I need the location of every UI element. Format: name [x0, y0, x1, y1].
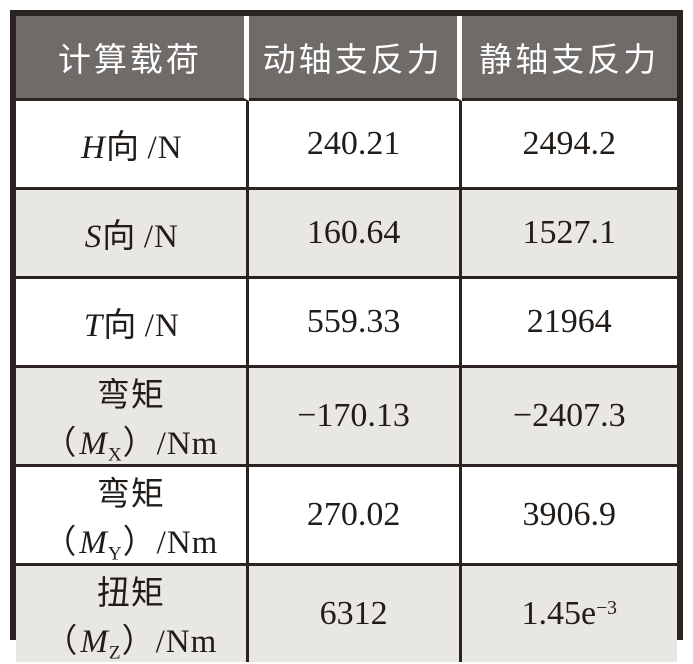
- table-header-row: 计算载荷 动轴支反力 静轴支反力: [16, 16, 677, 101]
- static-value-cell: −2407.3: [461, 368, 677, 467]
- dynamic-value-cell: 270.02: [248, 467, 462, 566]
- load-label-cell: 弯矩（MY）/Nm: [16, 467, 249, 566]
- header-cell-static-bearing-reaction: 静轴支反力: [461, 16, 677, 101]
- load-label-cell: T向 /N: [16, 279, 249, 368]
- static-value-cell: 1527.1: [461, 190, 677, 279]
- load-symbol-subscript: Y: [107, 543, 123, 565]
- load-label-cell: 扭矩（MZ）/Nm: [16, 566, 249, 664]
- load-label-cell: H向 /N: [16, 101, 249, 190]
- load-symbol: S: [84, 219, 103, 255]
- load-symbol: T: [83, 308, 104, 344]
- load-symbol-subscript: Z: [108, 642, 122, 664]
- table-row-torque-z: 扭矩（MZ）/Nm 6312 1.45e−3: [16, 566, 677, 664]
- table-row-h-direction: H向 /N 240.21 2494.2: [16, 101, 677, 190]
- dynamic-value-cell: −170.13: [248, 368, 462, 467]
- static-value-cell: 2494.2: [461, 101, 677, 190]
- load-symbol: M: [79, 426, 108, 462]
- load-symbol: M: [80, 624, 109, 660]
- table-row-bending-moment-y: 弯矩（MY）/Nm 270.02 3906.9: [16, 467, 677, 566]
- header-label: 静轴支反力: [479, 43, 660, 79]
- static-value-cell: 21964: [461, 279, 677, 368]
- dynamic-value-cell: 240.21: [248, 101, 462, 190]
- load-symbol: M: [79, 525, 108, 561]
- dynamic-value-cell: 559.33: [248, 279, 462, 368]
- header-label: 动轴支反力: [262, 43, 443, 79]
- table-row-t-direction: T向 /N 559.33 21964: [16, 279, 677, 368]
- load-symbol: H: [81, 130, 106, 166]
- load-label-cell: 弯矩（MX）/Nm: [16, 368, 249, 467]
- exponent-superscript: −3: [596, 597, 618, 620]
- load-symbol-subscript: X: [107, 444, 123, 466]
- header-cell-dynamic-bearing-reaction: 动轴支反力: [248, 16, 462, 101]
- table-row-s-direction: S向 /N 160.64 1527.1: [16, 190, 677, 279]
- dynamic-value-cell: 6312: [248, 566, 462, 662]
- load-comparison-table: 计算载荷 动轴支反力 静轴支反力 H向 /N 240.21 2494.2 S向 …: [10, 10, 683, 663]
- header-cell-calc-load: 计算载荷: [16, 16, 249, 101]
- data-table: 计算载荷 动轴支反力 静轴支反力 H向 /N 240.21 2494.2 S向 …: [16, 16, 677, 664]
- static-value-cell: 3906.9: [461, 467, 677, 566]
- static-value-cell: 1.45e−3: [461, 566, 677, 662]
- header-label: 计算载荷: [57, 43, 202, 79]
- load-label-cell: S向 /N: [16, 190, 249, 279]
- dynamic-value-cell: 160.64: [248, 190, 462, 279]
- table-row-bending-moment-x: 弯矩（MX）/Nm −170.13 −2407.3: [16, 368, 677, 467]
